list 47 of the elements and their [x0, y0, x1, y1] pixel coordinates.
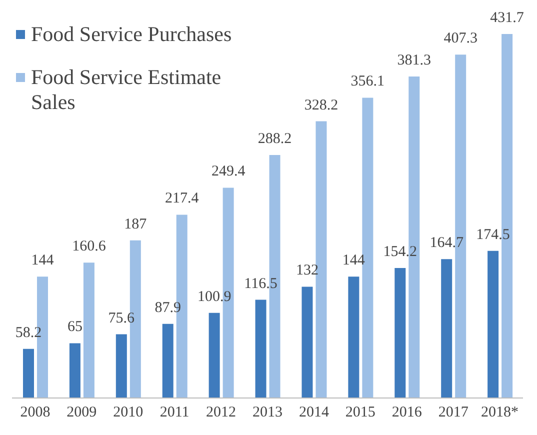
- x-tick-label: 2012: [206, 404, 236, 421]
- data-label: 154.2: [383, 244, 418, 260]
- data-label: 407.3: [444, 30, 478, 47]
- data-label: 174.5: [476, 226, 510, 243]
- data-label: 249.4: [211, 164, 246, 180]
- legend-label: Food Service Purchases: [31, 22, 232, 47]
- x-tick-label: 2018*: [481, 404, 519, 421]
- bar: [302, 286, 313, 398]
- bar: [162, 324, 174, 398]
- x-tick-label: 2015: [345, 404, 376, 421]
- data-label: 100.9: [197, 288, 232, 305]
- data-label: 288.2: [258, 130, 292, 147]
- x-tick-label: 2017: [438, 404, 469, 421]
- bar: [348, 276, 360, 398]
- data-label: 87.9: [154, 300, 181, 316]
- data-label: 431.7: [490, 10, 524, 26]
- x-tick-label: 2010: [113, 404, 144, 421]
- bar: [394, 268, 406, 398]
- data-label: 75.6: [108, 310, 136, 326]
- bar: [255, 300, 266, 398]
- bar: [23, 348, 34, 398]
- data-label: 58.2: [15, 324, 42, 341]
- bar: [488, 250, 499, 398]
- data-label: 65: [67, 319, 82, 336]
- bar: [83, 262, 94, 398]
- data-label: 381.3: [397, 52, 432, 68]
- data-label: 160.6: [72, 238, 106, 255]
- bar: [441, 259, 452, 398]
- bar: [208, 312, 220, 398]
- x-tick-label: 2009: [66, 404, 97, 421]
- bar: [69, 343, 80, 398]
- x-tick-label: 2016: [392, 404, 422, 421]
- data-label: 187: [124, 216, 148, 232]
- data-label: 144: [342, 252, 366, 269]
- data-label: 116.5: [244, 276, 278, 292]
- data-label: 356.1: [350, 74, 385, 90]
- x-tick-label: 2011: [160, 404, 190, 421]
- data-label: 144: [31, 252, 54, 269]
- x-tick-label: 2014: [298, 404, 330, 421]
- legend-label: Food Service Estimate Sales: [31, 65, 222, 115]
- data-label: 217.4: [164, 190, 200, 207]
- data-label: 132: [296, 262, 318, 279]
- data-label: 328.2: [304, 97, 338, 114]
- data-label: 164.7: [430, 235, 464, 252]
- bar: [116, 334, 127, 398]
- x-tick-label: 2013: [252, 404, 282, 421]
- x-tick-label: 2008: [20, 404, 50, 421]
